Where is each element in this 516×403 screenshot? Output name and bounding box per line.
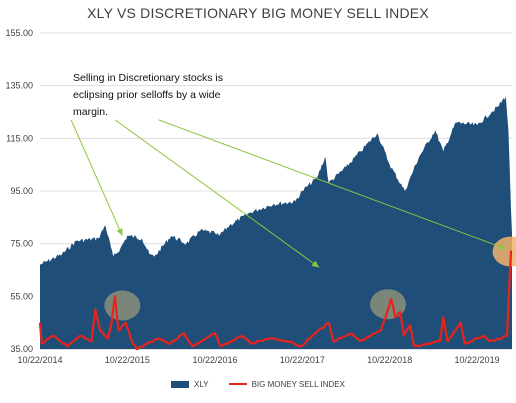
annotation-arrow-line (114, 119, 320, 268)
legend-swatch-xly (171, 380, 190, 388)
annotation-arrow-head (116, 228, 123, 236)
y-tick-label: 75.00 (10, 239, 33, 249)
x-tick-label: 10/22/2016 (192, 355, 237, 365)
annotation-arrow-line (158, 119, 507, 250)
highlight-circle (370, 289, 407, 320)
y-tick-label: 35.00 (10, 344, 33, 354)
x-axis-tick-labels: 10/22/2014 10/22/2015 10/22/2016 10/22/2017… (17, 355, 499, 365)
highlight-circle (104, 290, 141, 321)
annotation-arrows (70, 119, 507, 268)
x-tick-label: 10/22/2014 (17, 355, 62, 365)
x-tick-label: 10/22/2019 (455, 355, 500, 365)
y-tick-label: 135.00 (5, 81, 33, 91)
big-money-sell-index-line (38, 250, 513, 351)
chart-title: XLY VS DISCRETIONARY BIG MONEY SELL INDE… (87, 5, 429, 21)
annotation-arrow-head (498, 243, 507, 250)
legend: XLY BIG MONEY SELL INDEX (0, 376, 516, 392)
x-tick-label: 10/22/2015 (105, 355, 150, 365)
xly-area-series (40, 96, 512, 349)
y-tick-label: 115.00 (6, 133, 33, 143)
legend-item-sell-index: BIG MONEY SELL INDEX (228, 379, 345, 389)
y-tick-label: 95.00 (10, 186, 33, 196)
y-tick-label: 55.00 (10, 291, 33, 301)
y-axis-tick-labels: 35.00 55.00 75.00 95.00 115.00 135.00 155.00 (5, 28, 33, 354)
x-tick-label: 10/22/2018 (367, 355, 412, 365)
y-tick-label: 155.00 (5, 28, 33, 38)
legend-swatch-sell-index (228, 383, 247, 385)
legend-label-sell-index: BIG MONEY SELL INDEX (251, 379, 345, 389)
annotation-arrow-line (70, 119, 123, 236)
x-tick-label: 10/22/2017 (280, 355, 325, 365)
legend-label-xly: XLY (194, 379, 209, 389)
legend-item-xly: XLY (171, 380, 209, 389)
annotation-arrow-head (311, 260, 320, 268)
annotation-text: Selling in Discretionary stocks is eclips… (73, 72, 223, 118)
